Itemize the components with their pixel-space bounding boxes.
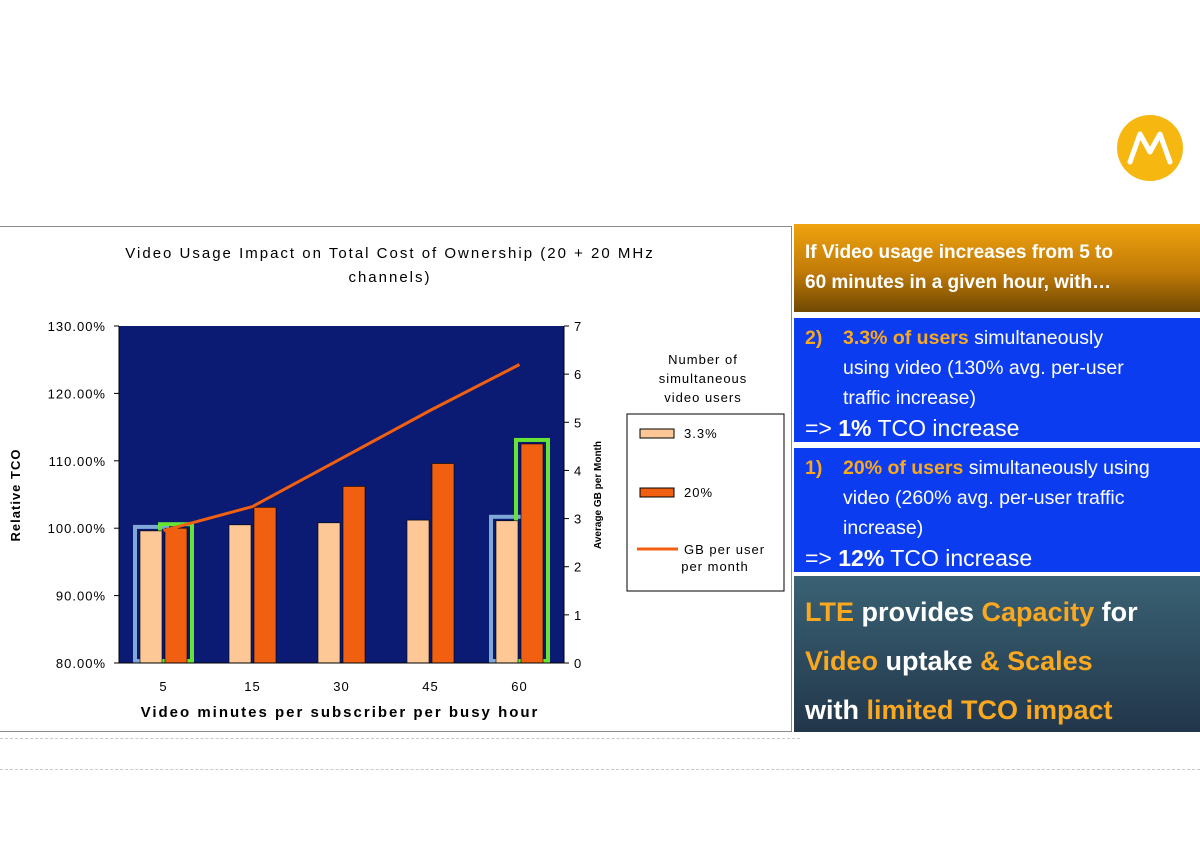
divider-line — [0, 769, 1200, 770]
bar-20 — [164, 527, 188, 664]
header-line-1: If Video usage increases from 5 to — [805, 242, 1113, 263]
bar-3-3 — [139, 530, 163, 664]
legend-box — [626, 413, 785, 592]
scenario-text: using video (130% avg. per-user — [843, 357, 1124, 379]
header-line-2: 60 minutes in a given hour, with… — [805, 272, 1112, 293]
y2-tick-label: 5 — [574, 415, 582, 430]
scenario-number: 2) — [805, 327, 823, 349]
summary-line-2: Video uptake & Scales — [805, 646, 1093, 676]
scenario-box-20: 1) 20% of users simultaneously using vid… — [794, 448, 1200, 572]
legend-label-20: 20% — [684, 485, 713, 500]
y-tick-label: 80.00% — [56, 656, 106, 671]
scenario-text: traffic increase) — [843, 387, 976, 409]
y-tick-label: 100.00% — [48, 521, 106, 536]
header-box: If Video usage increases from 5 to 60 mi… — [794, 224, 1200, 312]
x-tick-label: 30 — [333, 679, 349, 694]
bar-3-3 — [495, 520, 519, 664]
scenario-text: simultaneously using — [963, 457, 1150, 479]
summary-line-1: LTE provides Capacity for — [805, 597, 1138, 627]
chart-panel: Video Usage Impact on Total Cost of Owne… — [0, 226, 792, 732]
bar-3-3 — [317, 522, 341, 664]
y2-axis-label: Average GB per Month — [593, 441, 604, 549]
divider-line — [0, 738, 800, 739]
scenario-highlight: 20% of users — [843, 457, 964, 479]
x-tick-label: 45 — [422, 679, 438, 694]
y2-tick-label: 1 — [574, 608, 582, 623]
chart-title-line-1: Video Usage Impact on Total Cost of Owne… — [125, 245, 654, 262]
y-tick-label: 130.00% — [48, 319, 106, 334]
gb-per-user-line — [163, 363, 521, 533]
y-tick-label: 120.00% — [48, 386, 106, 401]
scenario-result: => 12% TCO increase — [805, 545, 1033, 571]
bar-20 — [431, 463, 455, 664]
y-tick-label: 90.00% — [56, 589, 106, 604]
legend-title-line-2: simultaneous — [659, 371, 748, 386]
bar-3-3 — [406, 519, 430, 664]
legend-swatch-3-3 — [639, 428, 675, 439]
chart-title-line-2: channels) — [348, 269, 431, 286]
y2-tick-label: 4 — [574, 463, 582, 478]
legend-label-gb-line-2: per month — [681, 559, 749, 574]
legend-swatch-20 — [639, 487, 675, 498]
legend-label-3-3: 3.3% — [684, 426, 718, 441]
bar-20 — [520, 443, 544, 664]
x-tick-label: 60 — [511, 679, 527, 694]
legend-title-line-1: Number of — [668, 352, 738, 367]
y2-tick-label: 6 — [574, 367, 582, 382]
bar-20 — [253, 507, 277, 664]
summary-line-3: with limited TCO impact — [805, 695, 1113, 725]
y2-tick-label: 0 — [574, 656, 582, 671]
y2-tick-label: 2 — [574, 560, 582, 575]
chart: Video Usage Impact on Total Cost of Owne… — [8, 245, 785, 721]
motorola-logo-icon — [1117, 115, 1183, 181]
x-axis-label: Video minutes per subscriber per busy ho… — [141, 704, 540, 721]
scenario-text: increase) — [843, 517, 924, 539]
x-tick-label: 5 — [159, 679, 167, 694]
scenario-number: 1) — [805, 457, 823, 479]
bar-20 — [342, 486, 366, 664]
x-tick-label: 15 — [244, 679, 260, 694]
scenario-text: simultaneously — [968, 327, 1104, 349]
bar-3-3 — [228, 524, 252, 664]
legend-title-line-3: video users — [664, 390, 741, 405]
y2-tick-label: 3 — [574, 512, 582, 527]
y-axis-label: Relative TCO — [8, 449, 23, 542]
scenario-box-3-3: 2) 3.3% of users simultaneously using vi… — [794, 318, 1200, 442]
y2-tick-label: 7 — [574, 319, 582, 334]
scenario-result: => 1% TCO increase — [805, 415, 1020, 441]
scenario-text: video (260% avg. per-user traffic — [843, 487, 1125, 509]
summary-box: LTE provides Capacity for Video uptake &… — [794, 576, 1200, 732]
legend-label-gb-line-1: GB per user — [684, 542, 765, 557]
scenario-highlight: 3.3% of users — [843, 327, 969, 349]
y-tick-label: 110.00% — [49, 454, 106, 469]
